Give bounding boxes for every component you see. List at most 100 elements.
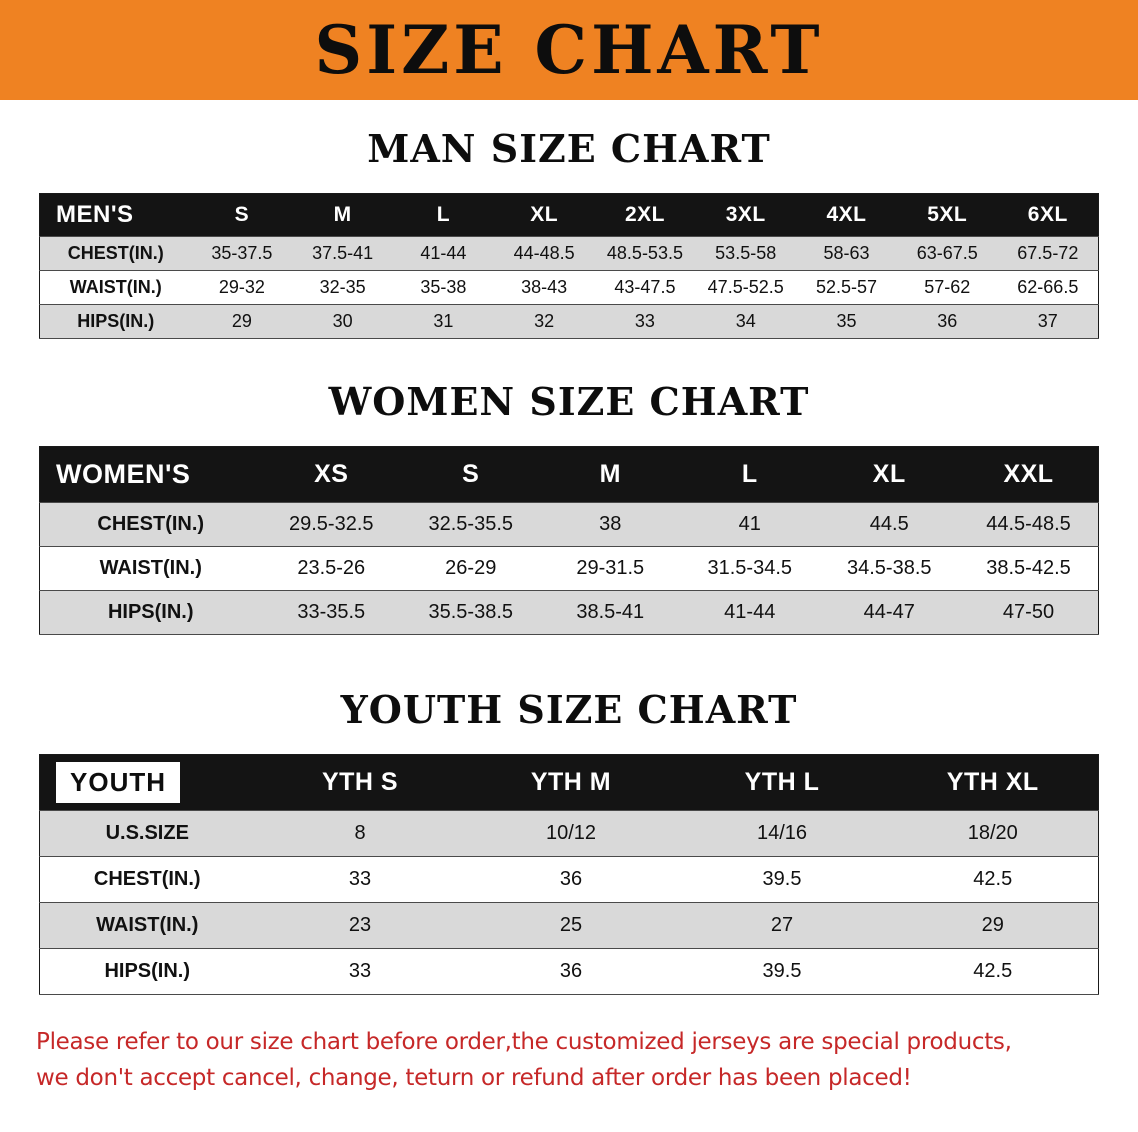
measure-row: WAIST(IN.) 23 25 27 29 bbox=[39, 902, 1099, 949]
size-value-cell: 37 bbox=[997, 304, 1099, 339]
measure-row: CHEST(IN.) 35-37.5 37.5-41 41-44 44-48.5 48.5… bbox=[39, 236, 1099, 271]
size-value-cell: 35 bbox=[796, 304, 897, 339]
size-value-cell: 32 bbox=[493, 304, 595, 339]
table-title-cell: YOUTH bbox=[39, 754, 255, 811]
row-label: CHEST(IN.) bbox=[39, 502, 262, 547]
size-value-cell: 36 bbox=[465, 856, 677, 903]
measure-row: HIPS(IN.) 29 30 31 32 33 34 35 36 37 bbox=[39, 304, 1099, 339]
size-value-cell: 18/20 bbox=[887, 810, 1099, 857]
size-value-cell: 30 bbox=[292, 304, 394, 339]
size-header-cell: YTH M bbox=[465, 754, 677, 811]
size-value-cell: 39.5 bbox=[676, 856, 888, 903]
notice-line-2: we don't accept cancel, change, teturn o… bbox=[36, 1064, 912, 1091]
row-label: U.S.SIZE bbox=[39, 810, 255, 857]
measure-row: CHEST(IN.) 33 36 39.5 42.5 bbox=[39, 856, 1099, 903]
measure-row: WAIST(IN.) 29-32 32-35 35-38 38-43 43-47.5 47.… bbox=[39, 270, 1099, 305]
size-value-cell: 8 bbox=[254, 810, 466, 857]
banner: SIZE CHART bbox=[0, 0, 1138, 100]
size-value-cell: 62-66.5 bbox=[997, 270, 1099, 305]
size-value-cell: 53.5-58 bbox=[695, 236, 797, 271]
size-value-cell: 34 bbox=[695, 304, 797, 339]
size-header-cell: 2XL bbox=[594, 193, 696, 237]
size-value-cell: 43-47.5 bbox=[594, 270, 696, 305]
row-label: WAIST(IN.) bbox=[39, 902, 255, 949]
row-label: WAIST(IN.) bbox=[39, 270, 192, 305]
size-chart-page: SIZE CHART MAN SIZE CHART MEN'S S M L XL 2XL 3… bbox=[0, 0, 1138, 1096]
measure-row: HIPS(IN.) 33 36 39.5 42.5 bbox=[39, 948, 1099, 995]
size-value-cell: 36 bbox=[896, 304, 998, 339]
size-value-cell: 35.5-38.5 bbox=[401, 590, 541, 635]
measure-row: HIPS(IN.) 33-35.5 35.5-38.5 38.5-41 41-44 44-… bbox=[39, 590, 1099, 635]
row-label: WAIST(IN.) bbox=[39, 546, 262, 591]
size-value-cell: 35-37.5 bbox=[191, 236, 293, 271]
size-value-cell: 42.5 bbox=[887, 948, 1099, 995]
women-size-table: WOMEN'S XS S M L XL XXL CHEST(IN.) 29.5-32.5 32.5… bbox=[39, 446, 1099, 635]
table-title-cell: WOMEN'S bbox=[39, 446, 262, 503]
size-value-cell: 33 bbox=[254, 856, 466, 903]
size-value-cell: 44-48.5 bbox=[493, 236, 595, 271]
table-header-row: YOUTH YTH S YTH M YTH L YTH XL bbox=[39, 754, 1099, 811]
size-value-cell: 39.5 bbox=[676, 948, 888, 995]
size-value-cell: 44-47 bbox=[819, 590, 959, 635]
size-header-cell: XL bbox=[819, 446, 959, 503]
size-header-cell: M bbox=[292, 193, 394, 237]
size-value-cell: 31.5-34.5 bbox=[680, 546, 820, 591]
women-size-section: WOMEN SIZE CHART WOMEN'S XS S M L XL XXL CHEST(… bbox=[0, 339, 1138, 635]
measure-row: U.S.SIZE 8 10/12 14/16 18/20 bbox=[39, 810, 1099, 857]
size-value-cell: 31 bbox=[393, 304, 494, 339]
size-value-cell: 38.5-42.5 bbox=[959, 546, 1099, 591]
size-value-cell: 52.5-57 bbox=[796, 270, 897, 305]
women-section-heading: WOMEN SIZE CHART bbox=[328, 379, 810, 424]
size-value-cell: 47.5-52.5 bbox=[695, 270, 797, 305]
size-value-cell: 29.5-32.5 bbox=[261, 502, 401, 547]
table-header-row: MEN'S S M L XL 2XL 3XL 4XL 5XL 6XL bbox=[39, 193, 1099, 237]
row-label: HIPS(IN.) bbox=[39, 304, 192, 339]
size-value-cell: 29 bbox=[887, 902, 1099, 949]
size-header-cell: 4XL bbox=[796, 193, 897, 237]
size-value-cell: 29-31.5 bbox=[540, 546, 680, 591]
size-header-cell: YTH S bbox=[254, 754, 466, 811]
notice-line-1: Please refer to our size chart before or… bbox=[36, 1029, 1012, 1055]
size-value-cell: 10/12 bbox=[465, 810, 677, 857]
size-header-cell: XL bbox=[493, 193, 595, 237]
footer-notice: Please refer to our size chart before or… bbox=[36, 1025, 1116, 1096]
table-title-highlight: YOUTH bbox=[56, 762, 180, 803]
size-value-cell: 44.5-48.5 bbox=[959, 502, 1099, 547]
size-value-cell: 63-67.5 bbox=[896, 236, 998, 271]
row-label: HIPS(IN.) bbox=[39, 948, 255, 995]
size-header-cell: 5XL bbox=[896, 193, 998, 237]
size-value-cell: 26-29 bbox=[401, 546, 541, 591]
size-value-cell: 27 bbox=[676, 902, 888, 949]
size-value-cell: 48.5-53.5 bbox=[594, 236, 696, 271]
size-value-cell: 36 bbox=[465, 948, 677, 995]
size-header-cell: YTH L bbox=[676, 754, 888, 811]
size-value-cell: 33 bbox=[254, 948, 466, 995]
row-label: CHEST(IN.) bbox=[39, 236, 192, 271]
size-value-cell: 47-50 bbox=[959, 590, 1099, 635]
size-header-cell: XS bbox=[261, 446, 401, 503]
measure-row: WAIST(IN.) 23.5-26 26-29 29-31.5 31.5-34.5 34… bbox=[39, 546, 1099, 591]
size-value-cell: 42.5 bbox=[887, 856, 1099, 903]
size-header-cell: S bbox=[191, 193, 293, 237]
size-header-cell: YTH XL bbox=[887, 754, 1099, 811]
size-value-cell: 34.5-38.5 bbox=[819, 546, 959, 591]
row-label: HIPS(IN.) bbox=[39, 590, 262, 635]
row-label: CHEST(IN.) bbox=[39, 856, 255, 903]
size-value-cell: 35-38 bbox=[393, 270, 494, 305]
size-value-cell: 29-32 bbox=[191, 270, 293, 305]
size-value-cell: 33-35.5 bbox=[261, 590, 401, 635]
youth-size-section: YOUTH SIZE CHART YOUTH YTH S YTH M YTH L YTH… bbox=[0, 635, 1138, 995]
man-size-table: MEN'S S M L XL 2XL 3XL 4XL 5XL 6XL CHEST(IN.) 35-37… bbox=[39, 193, 1099, 339]
size-value-cell: 38.5-41 bbox=[540, 590, 680, 635]
page-title: SIZE CHART bbox=[314, 11, 824, 89]
size-value-cell: 32-35 bbox=[292, 270, 394, 305]
size-header-cell: 6XL bbox=[997, 193, 1099, 237]
size-value-cell: 44.5 bbox=[819, 502, 959, 547]
size-header-cell: XXL bbox=[959, 446, 1099, 503]
size-value-cell: 23.5-26 bbox=[261, 546, 401, 591]
size-value-cell: 41-44 bbox=[680, 590, 820, 635]
size-value-cell: 29 bbox=[191, 304, 293, 339]
table-title-cell: MEN'S bbox=[39, 193, 192, 237]
size-header-cell: M bbox=[540, 446, 680, 503]
size-value-cell: 38-43 bbox=[493, 270, 595, 305]
